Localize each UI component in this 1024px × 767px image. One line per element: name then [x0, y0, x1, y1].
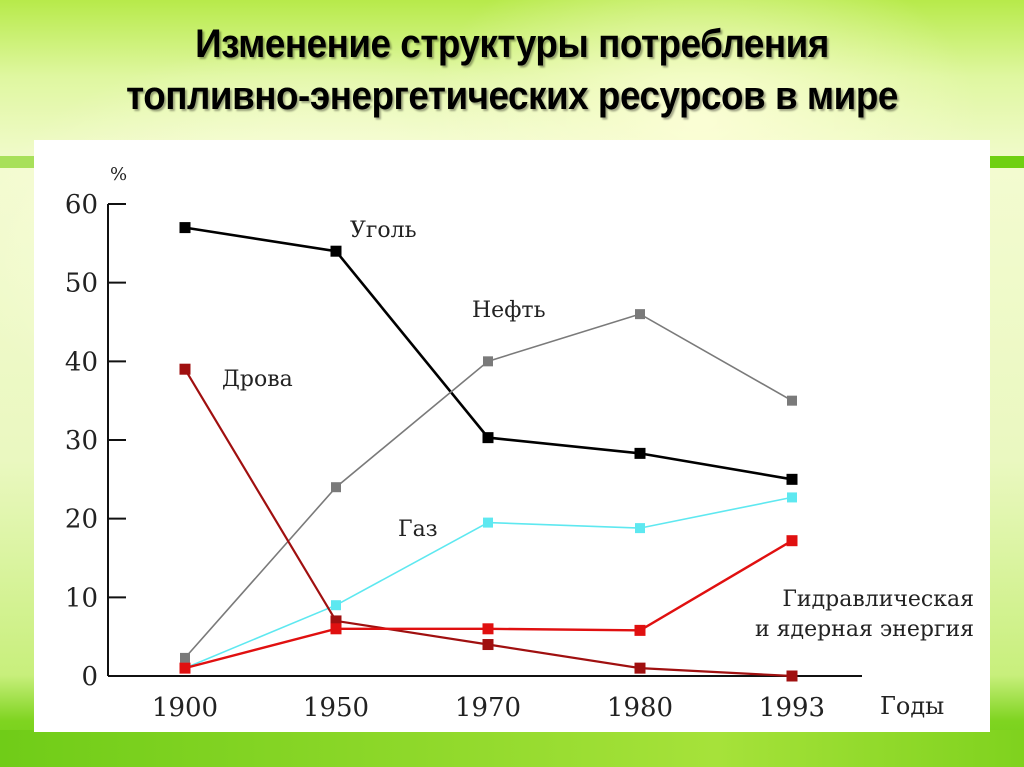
- y-tick-label: 0: [81, 662, 98, 692]
- data-point-marker: [482, 623, 494, 635]
- data-point-marker: [482, 432, 494, 444]
- data-point-marker: [786, 670, 798, 682]
- chart-labels: Уголь Нефть Дрова Газ Гидравлическая и я…: [110, 164, 974, 720]
- data-point-marker: [331, 482, 341, 493]
- chart-series: [179, 222, 798, 682]
- x-tick-label: 1950: [303, 693, 369, 723]
- y-tick-label: 20: [65, 505, 98, 535]
- x-axis-label: Годы: [880, 692, 944, 720]
- data-point-marker: [786, 535, 798, 547]
- title-line-2: топливно-энергетических ресурсов в мире: [126, 74, 898, 118]
- label-wood: Дрова: [222, 367, 293, 392]
- data-point-marker: [786, 473, 798, 485]
- y-tick-label: 50: [65, 269, 98, 299]
- data-point-marker: [635, 309, 645, 320]
- series-coal: [179, 222, 798, 485]
- decorative-bar-right: [990, 156, 1024, 168]
- data-point-marker: [634, 447, 646, 459]
- x-tick-label: 1970: [455, 693, 521, 723]
- data-point-marker: [483, 356, 493, 367]
- decorative-bottom-band: [0, 730, 1024, 767]
- data-point-marker: [787, 492, 797, 503]
- label-oil: Нефть: [472, 298, 546, 323]
- series-wood: [179, 363, 798, 682]
- label-coal: Уголь: [350, 218, 417, 243]
- label-hydro-line-1: Гидравлическая: [782, 587, 974, 612]
- y-axis-unit: %: [110, 164, 127, 185]
- data-point-marker: [634, 624, 646, 636]
- x-tick-label: 1993: [759, 693, 825, 723]
- data-point-marker: [634, 662, 646, 674]
- x-tick-label: 1980: [607, 693, 673, 723]
- y-tick-label: 30: [65, 426, 98, 456]
- chart-axes: 0 10 20 30 40 50 60 1900 1950 1970 1980 1993: [65, 190, 862, 723]
- data-point-marker: [331, 600, 341, 611]
- label-gas: Газ: [398, 517, 438, 542]
- series-oil: [180, 309, 797, 663]
- data-point-marker: [483, 517, 493, 528]
- y-tick-label: 40: [65, 347, 98, 377]
- data-point-marker: [787, 395, 797, 406]
- data-point-marker: [482, 639, 494, 651]
- data-point-marker: [330, 615, 342, 627]
- chart-panel: [34, 140, 990, 732]
- data-point-marker: [179, 363, 191, 375]
- label-hydro-line-2: и ядерная энергия: [755, 617, 974, 642]
- slide-title: Изменение структуры потребления топливно…: [41, 18, 983, 122]
- x-tick-label: 1900: [152, 693, 218, 723]
- data-point-marker: [180, 652, 190, 663]
- decorative-bar-left: [0, 156, 34, 168]
- y-tick-label: 60: [65, 190, 98, 220]
- data-point-marker: [635, 523, 645, 534]
- series-hydro-nuclear: [179, 535, 798, 674]
- data-point-marker: [330, 245, 342, 257]
- y-tick-label: 10: [65, 583, 98, 613]
- data-point-marker: [179, 222, 191, 234]
- title-line-1: Изменение структуры потребления: [195, 22, 829, 66]
- data-point-marker: [330, 623, 342, 635]
- data-point-marker: [179, 662, 191, 674]
